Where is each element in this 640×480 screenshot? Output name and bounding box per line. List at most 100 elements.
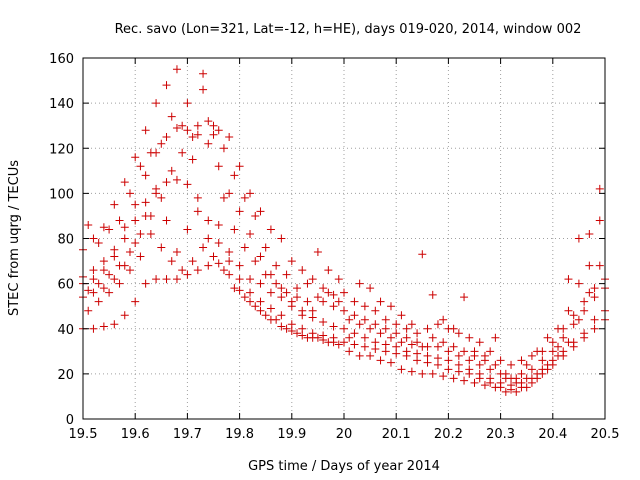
data-point: [548, 338, 557, 347]
data-point: [225, 257, 234, 266]
data-point: [350, 329, 359, 338]
data-point: [105, 288, 114, 297]
data-point: [246, 288, 255, 297]
data-point: [94, 297, 103, 306]
data-point: [235, 261, 244, 270]
data-point: [172, 65, 181, 74]
data-point: [94, 279, 103, 288]
y-tick-label: 80: [57, 233, 74, 248]
data-point: [84, 306, 93, 315]
data-point: [199, 85, 208, 94]
data-point: [381, 315, 390, 324]
data-point: [428, 369, 437, 378]
data-point: [381, 340, 390, 349]
data-point: [564, 306, 573, 315]
x-tick-label: 20: [336, 427, 353, 442]
y-tick-label: 120: [49, 142, 74, 157]
data-point: [235, 286, 244, 295]
data-point: [99, 284, 108, 293]
data-point: [381, 324, 390, 333]
data-point: [381, 347, 390, 356]
data-point: [308, 329, 317, 338]
data-point: [131, 200, 140, 209]
data-point: [246, 189, 255, 198]
data-point: [590, 324, 599, 333]
data-point: [136, 252, 145, 261]
data-point: [454, 351, 463, 360]
data-point: [131, 153, 140, 162]
data-point: [115, 279, 124, 288]
data-point: [152, 99, 161, 108]
data-point: [293, 329, 302, 338]
y-tick-label: 140: [49, 97, 74, 112]
data-point: [559, 333, 568, 342]
data-point: [115, 216, 124, 225]
data-point: [376, 356, 385, 365]
data-point: [444, 356, 453, 365]
data-point: [240, 243, 249, 252]
data-point: [251, 302, 260, 311]
data-point: [146, 229, 155, 238]
data-point: [355, 351, 364, 360]
data-point: [277, 311, 286, 320]
data-point: [491, 383, 500, 392]
data-point: [230, 171, 239, 180]
data-point: [423, 351, 432, 360]
data-point: [152, 275, 161, 284]
data-point: [449, 342, 458, 351]
data-point: [110, 320, 119, 329]
data-point: [507, 385, 516, 394]
data-point: [219, 144, 228, 153]
data-point: [99, 266, 108, 275]
data-point: [507, 360, 516, 369]
x-tick-label: 19.7: [173, 427, 202, 442]
data-point: [522, 360, 531, 369]
data-point: [574, 234, 583, 243]
data-point: [418, 342, 427, 351]
data-point: [334, 275, 343, 284]
data-point: [225, 270, 234, 279]
data-point: [167, 166, 176, 175]
data-point: [287, 257, 296, 266]
data-point: [470, 351, 479, 360]
data-point: [392, 320, 401, 329]
data-point: [428, 333, 437, 342]
data-point: [131, 297, 140, 306]
data-point: [371, 320, 380, 329]
data-point: [366, 284, 375, 293]
data-point: [308, 313, 317, 322]
x-tick-label: 20.2: [434, 427, 463, 442]
data-point: [548, 347, 557, 356]
data-point: [585, 261, 594, 270]
data-point: [590, 284, 599, 293]
data-point: [501, 374, 510, 383]
data-point: [590, 293, 599, 302]
data-point: [225, 132, 234, 141]
data-point: [131, 216, 140, 225]
x-tick-label: 20.1: [382, 427, 411, 442]
data-point: [303, 279, 312, 288]
data-point: [89, 266, 98, 275]
x-tick-label: 19.9: [277, 427, 306, 442]
data-point: [240, 293, 249, 302]
data-point: [418, 250, 427, 259]
data-point: [475, 360, 484, 369]
data-point: [136, 162, 145, 171]
data-point: [287, 327, 296, 336]
data-point: [418, 369, 427, 378]
data-point: [188, 132, 197, 141]
data-point: [219, 266, 228, 275]
data-point: [569, 311, 578, 320]
data-point: [439, 315, 448, 324]
data-point: [157, 243, 166, 252]
data-point: [261, 243, 270, 252]
data-point: [512, 378, 521, 387]
data-point: [277, 284, 286, 293]
data-point: [564, 338, 573, 347]
data-point: [214, 162, 223, 171]
data-point: [172, 175, 181, 184]
data-point: [251, 257, 260, 266]
data-point: [360, 342, 369, 351]
data-point: [303, 297, 312, 306]
